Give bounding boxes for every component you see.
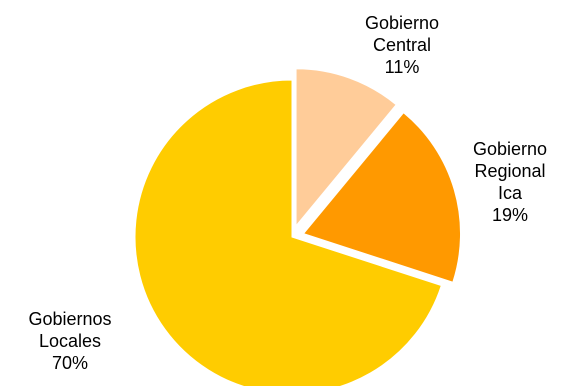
pie-label-line: Ica bbox=[498, 183, 523, 203]
pie-slice-2 bbox=[134, 79, 442, 386]
pie-slice-0 bbox=[295, 68, 397, 228]
pie-label-0: Gobierno Central 11% bbox=[365, 13, 439, 77]
pie-label-percent: 11% bbox=[385, 57, 420, 77]
pie-label-line: Gobierno bbox=[365, 13, 439, 33]
pie-slices bbox=[134, 68, 461, 386]
pie-label-line: Gobierno bbox=[473, 139, 547, 159]
pie-label-2: Gobiernos Locales 70% bbox=[28, 309, 111, 373]
pie-label-1: Gobierno Regional Ica 19% bbox=[473, 139, 547, 225]
pie-labels: Gobierno Central 11%Gobierno Regional Ica 19%… bbox=[28, 13, 547, 373]
pie-label-line: Locales bbox=[39, 331, 101, 351]
pie-slice-1 bbox=[302, 111, 461, 283]
pie-label-percent: 70% bbox=[52, 353, 88, 373]
pie-label-line: Regional bbox=[474, 161, 545, 181]
pie-label-percent: 19% bbox=[492, 205, 528, 225]
pie-label-line: Central bbox=[373, 35, 431, 55]
pie-label-line: Gobiernos bbox=[28, 309, 111, 329]
